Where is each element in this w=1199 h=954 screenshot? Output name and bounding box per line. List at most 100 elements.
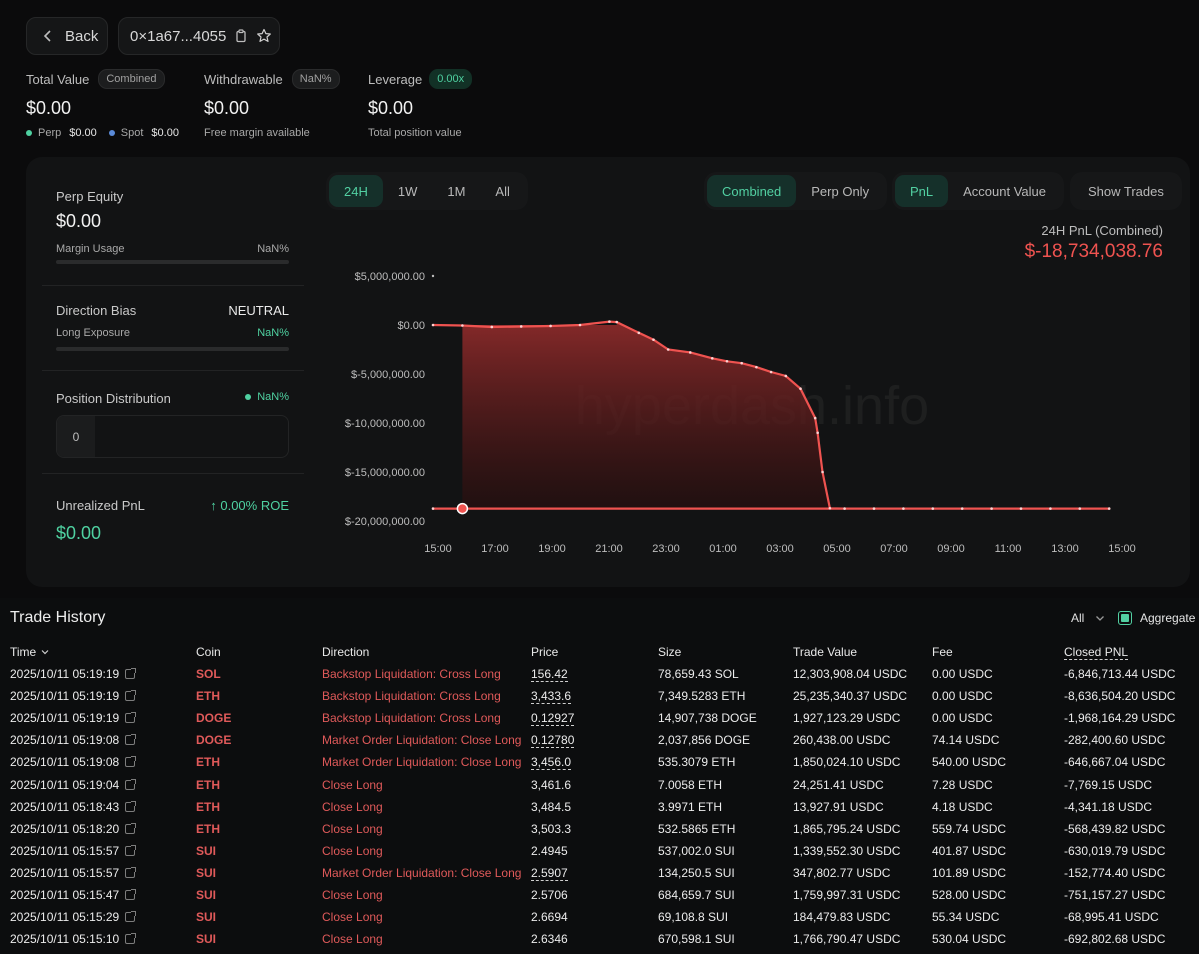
- leverage-badge: 0.00x: [429, 69, 473, 89]
- table-row[interactable]: 2025/10/11 05:15:57 SUI Close Long 2.4945 53…: [0, 841, 1199, 863]
- trade-time: 2025/10/11 05:15:57: [10, 866, 137, 880]
- table-row[interactable]: 2025/10/11 05:15:57 SUI Market Order Liqui…: [0, 863, 1199, 885]
- trade-coin[interactable]: SUI: [196, 843, 217, 858]
- total-value: $0.00: [26, 98, 72, 118]
- trade-coin[interactable]: ETH: [196, 821, 220, 836]
- range-1m[interactable]: 1M: [447, 183, 466, 199]
- show-trades-button[interactable]: Show Trades: [1088, 183, 1164, 199]
- external-link-icon[interactable]: [125, 668, 137, 679]
- trade-value: 13,927.91 USDC: [793, 799, 884, 814]
- withdrawable-label: Withdrawable: [204, 71, 283, 87]
- table-row[interactable]: 2025/10/11 05:19:08 ETH Market Order Liqui…: [0, 752, 1199, 774]
- trade-coin[interactable]: SUI: [196, 910, 217, 925]
- mode-perp-only[interactable]: Perp Only: [811, 183, 870, 199]
- spot-label: Spot: [120, 127, 144, 139]
- mode-selector: Combined Perp Only: [704, 172, 888, 210]
- col-closed-pnl[interactable]: Closed PNL: [1064, 645, 1129, 660]
- perp-value: $0.00: [69, 127, 97, 139]
- table-row[interactable]: 2025/10/11 05:19:19 SOL Backstop Liquidati…: [0, 664, 1199, 686]
- col-coin: Coin: [196, 645, 221, 659]
- trade-price: 3,461.6: [531, 777, 572, 792]
- back-button[interactable]: Back: [26, 17, 108, 55]
- external-link-icon[interactable]: [125, 889, 137, 900]
- trade-value: 1,850,024.10 USDC: [793, 755, 901, 770]
- trade-closed-pnl: -646,667.04 USDC: [1064, 755, 1166, 770]
- table-row[interactable]: 2025/10/11 05:19:04 ETH Close Long 3,461.6 7…: [0, 775, 1199, 797]
- margin-usage-label: Margin Usage: [56, 243, 125, 255]
- trade-coin[interactable]: SUI: [196, 932, 217, 947]
- withdrawable-value: $0.00: [204, 98, 250, 118]
- external-link-icon[interactable]: [125, 933, 137, 945]
- trade-price: 0.12927: [531, 711, 575, 727]
- direction-bias-label: Direction Bias: [56, 303, 137, 318]
- table-row[interactable]: 2025/10/11 05:19:19 DOGE Backstop Liquidat…: [0, 708, 1199, 730]
- trade-coin[interactable]: DOGE: [196, 711, 232, 726]
- external-link-icon[interactable]: [125, 712, 137, 724]
- metric-pnl[interactable]: PnL: [895, 175, 949, 207]
- trade-coin[interactable]: ETH: [196, 777, 220, 792]
- trade-time: 2025/10/11 05:19:19: [10, 667, 137, 681]
- metric-account-value[interactable]: Account Value: [963, 183, 1047, 199]
- external-link-icon[interactable]: [125, 822, 137, 834]
- trade-coin[interactable]: SUI: [196, 888, 217, 902]
- trade-coin[interactable]: SOL: [196, 667, 221, 681]
- address-pill: 0×1a67...4055: [118, 17, 280, 55]
- trade-closed-pnl: -568,439.82 USDC: [1064, 821, 1166, 836]
- filter-select[interactable]: All: [1071, 611, 1106, 625]
- trade-direction: Close Long: [322, 910, 383, 925]
- divider: [42, 370, 304, 371]
- trade-time: 2025/10/11 05:18:20: [10, 822, 137, 836]
- trade-fee: 528.00 USDC: [932, 888, 1007, 902]
- trade-fee: 55.34 USDC: [932, 910, 1000, 925]
- trade-fee: 530.04 USDC: [932, 932, 1007, 947]
- external-link-icon[interactable]: [125, 756, 137, 768]
- col-time[interactable]: Time: [10, 645, 50, 659]
- trade-fee: 74.14 USDC: [932, 733, 1000, 748]
- trade-coin[interactable]: ETH: [196, 799, 220, 814]
- trade-coin[interactable]: ETH: [196, 689, 220, 704]
- trade-fee: 540.00 USDC: [932, 755, 1007, 770]
- direction-bias-value: NEUTRAL: [228, 303, 289, 318]
- trade-closed-pnl: -692,802.68 USDC: [1064, 932, 1166, 947]
- trade-time: 2025/10/11 05:19:04: [10, 778, 137, 792]
- trade-closed-pnl: -68,995.41 USDC: [1064, 910, 1159, 925]
- range-all[interactable]: All: [495, 183, 510, 199]
- external-link-icon[interactable]: [125, 734, 137, 746]
- external-link-icon[interactable]: [125, 800, 137, 812]
- trade-time: 2025/10/11 05:15:29: [10, 910, 137, 924]
- trade-price: 3,456.0: [531, 755, 572, 771]
- external-link-icon[interactable]: [125, 911, 137, 923]
- aggregate-toggle[interactable]: Aggregate: [1118, 611, 1195, 625]
- external-link-icon[interactable]: [125, 844, 137, 856]
- range-24h[interactable]: 24H: [329, 175, 383, 207]
- trade-coin[interactable]: DOGE: [196, 733, 232, 748]
- trade-value: 1,339,552.30 USDC: [793, 843, 901, 858]
- mode-combined[interactable]: Combined: [707, 175, 797, 207]
- trade-time: 2025/10/11 05:19:19: [10, 689, 137, 703]
- trade-fee: 0.00 USDC: [932, 689, 993, 704]
- trade-coin[interactable]: ETH: [196, 755, 220, 770]
- trade-closed-pnl: -6,846,713.44 USDC: [1064, 667, 1176, 681]
- trade-value: 1,865,795.24 USDC: [793, 821, 901, 836]
- trade-coin[interactable]: SUI: [196, 865, 217, 880]
- margin-usage-bar: [56, 260, 289, 264]
- copy-icon[interactable]: [234, 29, 248, 43]
- aggregate-checkbox[interactable]: [1118, 611, 1132, 625]
- table-row[interactable]: 2025/10/11 05:18:43 ETH Close Long 3,484.5 3…: [0, 797, 1199, 819]
- divider: [42, 285, 304, 286]
- star-icon[interactable]: [256, 28, 272, 44]
- total-value-stat: Total Value Combined $0.00 Perp $0.00 Spot…: [26, 69, 179, 139]
- table-row[interactable]: 2025/10/11 05:18:20 ETH Close Long 3,503.3 5…: [0, 819, 1199, 841]
- external-link-icon[interactable]: [125, 690, 137, 702]
- trade-value: 24,251.41 USDC: [793, 777, 884, 792]
- spot-value: $0.00: [151, 127, 179, 139]
- range-1w[interactable]: 1W: [397, 183, 418, 199]
- external-link-icon[interactable]: [125, 778, 137, 790]
- table-row[interactable]: 2025/10/11 05:15:29 SUI Close Long 2.6694 69…: [0, 907, 1199, 929]
- col-direction: Direction: [322, 645, 370, 659]
- table-row[interactable]: 2025/10/11 05:19:19 ETH Backstop Liquidati…: [0, 686, 1199, 708]
- external-link-icon[interactable]: [125, 866, 137, 878]
- table-row[interactable]: 2025/10/11 05:19:08 DOGE Market Order Liqu…: [0, 730, 1199, 752]
- table-row[interactable]: 2025/10/11 05:15:10 SUI Close Long 2.6346 67…: [0, 929, 1199, 951]
- table-row[interactable]: 2025/10/11 05:15:47 SUI Close Long 2.5706 68…: [0, 885, 1199, 907]
